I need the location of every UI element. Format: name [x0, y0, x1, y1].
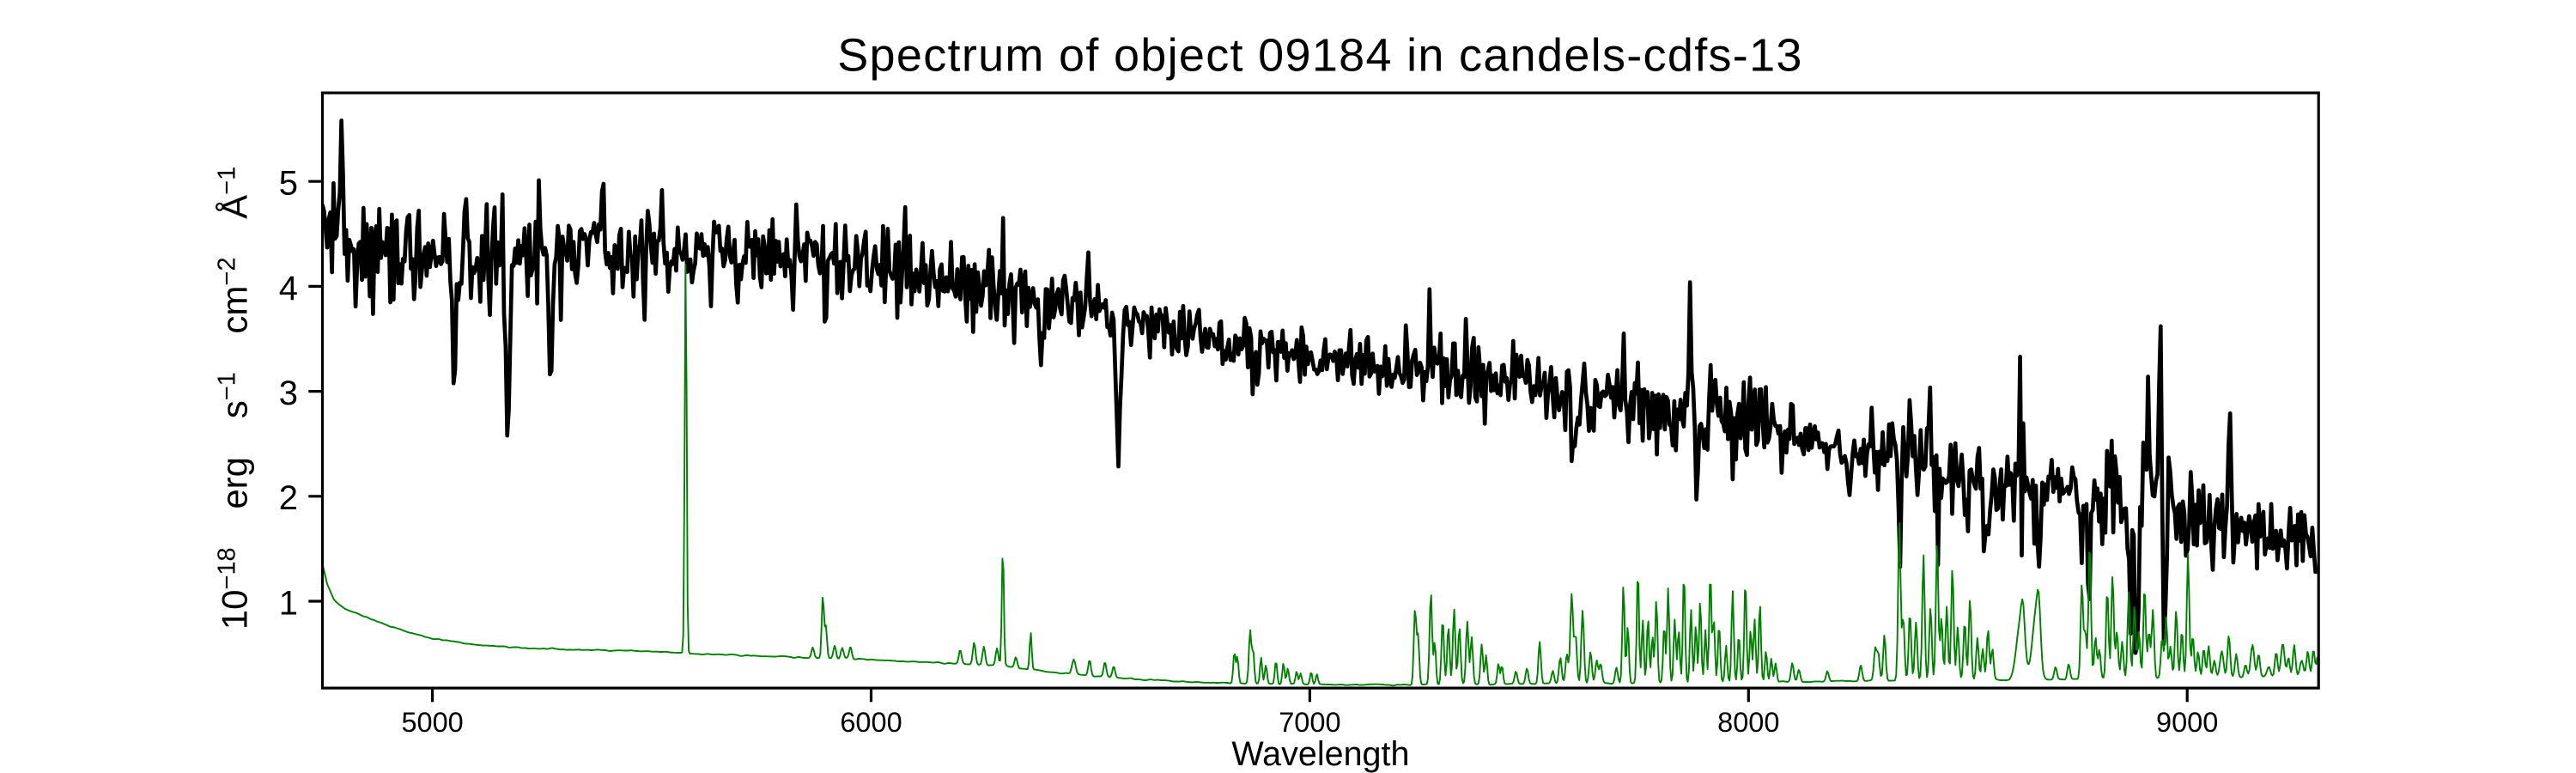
svg-text:7000: 7000 — [1279, 707, 1340, 738]
svg-text:2: 2 — [279, 479, 298, 517]
svg-text:5000: 5000 — [401, 707, 463, 738]
svg-text:6000: 6000 — [840, 707, 902, 738]
svg-text:4: 4 — [279, 270, 298, 307]
svg-text:Spectrum of object 09184 in ca: Spectrum of object 09184 in candels-cdfs… — [837, 30, 1803, 82]
svg-text:1: 1 — [279, 584, 298, 622]
svg-text:9000: 9000 — [2156, 707, 2218, 738]
svg-text:8000: 8000 — [1717, 707, 1779, 738]
svg-text:Wavelength: Wavelength — [1231, 735, 1409, 773]
svg-text:3: 3 — [279, 374, 298, 412]
svg-text:5: 5 — [279, 165, 298, 203]
